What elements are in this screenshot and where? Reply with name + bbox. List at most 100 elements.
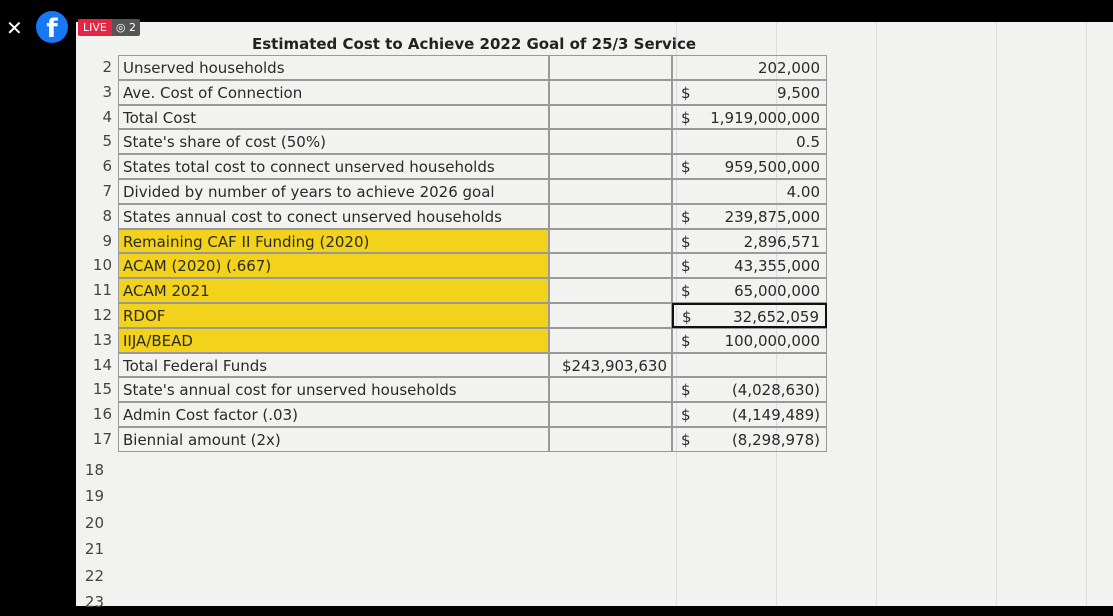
row-number: 3	[102, 82, 112, 101]
viewer-count: ◎ 2	[111, 19, 140, 36]
amount: 32,652,059	[733, 308, 819, 326]
currency: $	[681, 158, 691, 177]
amount: 65,000,000	[734, 282, 820, 301]
amount: 1,919,000,000	[710, 108, 820, 127]
close-button[interactable]: ✕	[6, 16, 23, 40]
amount-cell: $9,500	[672, 79, 827, 105]
label-cell: Unserved households	[118, 55, 549, 80]
currency: $	[681, 232, 691, 251]
row-number: 19	[84, 487, 104, 506]
row-number: 18	[84, 460, 104, 479]
total-cell	[549, 79, 672, 105]
total-cell	[549, 104, 672, 130]
label-cell: Biennial amount (2x)	[118, 427, 549, 452]
column-line	[996, 22, 997, 606]
currency: $	[681, 406, 691, 425]
total-cell	[549, 129, 672, 155]
total-cell	[549, 228, 672, 254]
label-cell: Divided by number of years to achieve 20…	[118, 179, 549, 204]
amount: 239,875,000	[724, 207, 820, 226]
amount-cell: 4.00	[672, 179, 827, 204]
currency: $	[681, 108, 691, 127]
spreadsheet: Estimated Cost to Achieve 2022 Goal of 2…	[76, 22, 1113, 611]
row-number: 17	[92, 430, 112, 448]
row-number: 10	[92, 256, 112, 275]
row-number: 12	[92, 306, 112, 324]
currency: $	[681, 257, 691, 276]
label-cell: Total Federal Funds	[118, 352, 549, 378]
total-cell: $243,903,630	[549, 352, 672, 378]
amount-cell: $2,896,571	[672, 228, 827, 254]
amount-cell: $ (4,028,630)	[672, 377, 827, 403]
row-number: 6	[102, 157, 112, 176]
amount-cell: $43,355,000	[672, 253, 827, 279]
total-cell	[549, 179, 672, 204]
label-cell: RDOF	[118, 303, 549, 328]
row-number: 9	[102, 231, 112, 250]
amount-cell: $239,875,000	[672, 203, 827, 229]
amount: 9,500	[777, 83, 820, 102]
amount: (4,028,630)	[731, 381, 820, 400]
row-number: 21	[84, 540, 104, 559]
live-label: LIVE	[78, 19, 112, 36]
amount-cell: $959,500,000	[672, 154, 827, 179]
amount: 959,500,000	[724, 158, 820, 177]
amount: 202,000	[757, 59, 820, 77]
currency: $	[681, 431, 691, 449]
total-cell	[549, 327, 672, 353]
currency: $	[681, 381, 691, 400]
column-line	[676, 22, 677, 606]
total-cell	[549, 55, 672, 80]
row-number: 11	[92, 281, 112, 300]
total-cell	[549, 377, 672, 403]
label-cell: Total Cost	[118, 104, 549, 130]
total-cell	[549, 427, 672, 452]
facebook-logo[interactable]: f	[36, 11, 68, 44]
column-line	[776, 22, 777, 606]
label-cell: States annual cost to conect unserved ho…	[118, 203, 549, 229]
total-cell	[549, 278, 672, 303]
row-number: 4	[102, 107, 112, 126]
sheet-title: Estimated Cost to Achieve 2022 Goal of 2…	[251, 35, 697, 53]
label-cell: Ave. Cost of Connection	[118, 79, 549, 105]
amount: 2,896,571	[743, 232, 820, 251]
row-number: 8	[102, 206, 112, 225]
row-number: 15	[92, 380, 112, 399]
currency: $	[682, 308, 692, 326]
currency: $	[681, 331, 691, 350]
total-cell	[549, 402, 672, 427]
amount: 4.00	[786, 183, 820, 201]
label-cell: State's share of cost (50%)	[118, 129, 549, 155]
row-number: 5	[102, 132, 112, 151]
label-cell: ACAM 2021	[118, 278, 549, 303]
amount: (8,298,978)	[731, 431, 820, 449]
amount-cell: 202,000	[672, 55, 827, 80]
amount: 43,355,000	[734, 257, 820, 276]
row-number: 2	[102, 58, 112, 76]
label-cell: Admin Cost factor (.03)	[118, 402, 549, 427]
amount-cell: $32,652,059	[672, 303, 827, 328]
column-line	[1086, 22, 1087, 606]
label-cell: ACAM (2020) (.667)	[118, 253, 549, 279]
amount-cell: $ (8,298,978)	[672, 427, 827, 452]
currency: $	[681, 207, 691, 226]
currency: $	[681, 282, 691, 301]
total-cell	[549, 154, 672, 179]
viewer-number: 2	[128, 21, 136, 34]
row-number: 7	[102, 182, 112, 200]
amount-cell: $100,000,000	[672, 327, 827, 353]
amount-cell: $65,000,000	[672, 278, 827, 303]
amount: 100,000,000	[724, 331, 820, 350]
total-cell	[549, 253, 672, 279]
amount-cell: 0.5	[672, 129, 827, 155]
currency: $	[681, 83, 691, 102]
amount-cell	[672, 352, 827, 378]
row-number: 14	[92, 355, 112, 374]
total-cell	[549, 203, 672, 229]
amount: (4,149,489)	[731, 406, 820, 425]
row-number: 13	[92, 330, 112, 349]
row-number: 23	[84, 593, 104, 612]
amount-cell: $1,919,000,000	[672, 104, 827, 130]
column-line	[876, 22, 877, 606]
